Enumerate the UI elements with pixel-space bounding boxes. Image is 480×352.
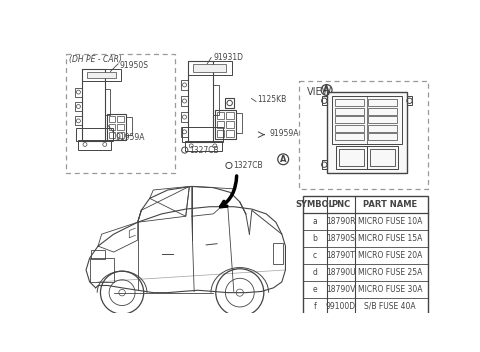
Text: MICRO FUSE 20A: MICRO FUSE 20A bbox=[358, 251, 422, 260]
Bar bbox=[370, 149, 395, 166]
Bar bbox=[90, 258, 114, 282]
Bar bbox=[127, 117, 132, 135]
Text: MICRO FUSE 25A: MICRO FUSE 25A bbox=[358, 268, 422, 277]
Bar bbox=[117, 116, 124, 122]
Bar bbox=[217, 121, 224, 128]
Bar bbox=[181, 112, 188, 122]
Bar bbox=[226, 121, 234, 128]
Bar bbox=[82, 69, 105, 141]
Text: A: A bbox=[280, 155, 287, 164]
Bar bbox=[182, 127, 223, 142]
Text: 18790R: 18790R bbox=[326, 217, 355, 226]
Bar bbox=[87, 72, 116, 78]
Bar bbox=[181, 127, 188, 137]
Text: 91959A: 91959A bbox=[116, 133, 145, 142]
Bar bbox=[105, 89, 110, 115]
Bar bbox=[108, 116, 115, 122]
Bar bbox=[75, 102, 82, 111]
Text: SYMBOL: SYMBOL bbox=[296, 200, 335, 209]
Bar bbox=[226, 112, 234, 119]
Bar bbox=[335, 108, 364, 115]
Bar bbox=[193, 64, 226, 72]
Text: e: e bbox=[312, 285, 317, 294]
Bar bbox=[369, 116, 397, 123]
Bar bbox=[75, 116, 82, 125]
Bar bbox=[214, 85, 219, 115]
Text: VIEW: VIEW bbox=[306, 87, 332, 97]
Bar bbox=[117, 124, 124, 130]
Bar bbox=[107, 114, 127, 140]
Bar bbox=[335, 116, 364, 123]
Bar bbox=[322, 96, 326, 105]
Bar bbox=[215, 110, 237, 139]
Bar bbox=[274, 243, 283, 264]
Bar bbox=[302, 196, 428, 315]
Text: 91950S: 91950S bbox=[119, 62, 148, 70]
Text: 1125KB: 1125KB bbox=[258, 95, 287, 105]
Text: 91959A: 91959A bbox=[269, 128, 299, 138]
Text: 18790T: 18790T bbox=[326, 251, 355, 260]
Text: d: d bbox=[312, 268, 317, 277]
Text: b: b bbox=[312, 234, 317, 243]
Bar bbox=[117, 132, 124, 138]
Text: MICRO FUSE 10A: MICRO FUSE 10A bbox=[358, 217, 422, 226]
Bar bbox=[108, 124, 115, 130]
Bar bbox=[225, 98, 234, 108]
Bar bbox=[66, 54, 175, 173]
Text: (DH PE - CAR): (DH PE - CAR) bbox=[69, 55, 122, 64]
Bar bbox=[82, 69, 121, 81]
Text: MICRO FUSE 30A: MICRO FUSE 30A bbox=[358, 285, 422, 294]
Bar bbox=[181, 96, 188, 106]
Text: 18790S: 18790S bbox=[326, 234, 355, 243]
Bar bbox=[237, 113, 242, 133]
Bar bbox=[369, 133, 397, 140]
Text: 18790U: 18790U bbox=[326, 268, 355, 277]
Text: f: f bbox=[313, 302, 316, 311]
Text: 1327CB: 1327CB bbox=[190, 145, 219, 155]
Bar bbox=[335, 125, 364, 132]
Bar bbox=[108, 132, 115, 138]
Bar bbox=[181, 80, 188, 90]
Text: 1327CB: 1327CB bbox=[234, 161, 263, 170]
Text: c: c bbox=[313, 251, 317, 260]
Text: 91931D: 91931D bbox=[214, 53, 243, 62]
Bar bbox=[75, 88, 82, 97]
Bar bbox=[184, 140, 222, 151]
Bar bbox=[335, 99, 364, 106]
Bar bbox=[369, 108, 397, 115]
Text: PART NAME: PART NAME bbox=[363, 200, 417, 209]
Bar bbox=[336, 146, 367, 169]
Text: PNC: PNC bbox=[331, 200, 350, 209]
Text: S/B FUSE 40A: S/B FUSE 40A bbox=[364, 302, 416, 311]
Bar bbox=[76, 128, 113, 141]
Text: MICRO FUSE 15A: MICRO FUSE 15A bbox=[358, 234, 422, 243]
Bar bbox=[335, 133, 364, 140]
Bar bbox=[367, 146, 398, 169]
Bar bbox=[332, 96, 402, 144]
Bar bbox=[369, 125, 397, 132]
Bar bbox=[369, 99, 397, 106]
Text: 18790V: 18790V bbox=[326, 285, 355, 294]
Bar bbox=[339, 149, 364, 166]
Bar bbox=[188, 62, 214, 142]
Bar bbox=[407, 96, 412, 105]
Bar bbox=[217, 112, 224, 119]
Bar bbox=[188, 62, 232, 75]
Text: A: A bbox=[324, 86, 330, 94]
Bar bbox=[226, 130, 234, 137]
Text: 99100D: 99100D bbox=[325, 302, 356, 311]
Bar bbox=[217, 130, 224, 137]
Text: a: a bbox=[312, 217, 317, 226]
Bar bbox=[299, 81, 428, 189]
Bar bbox=[91, 250, 105, 259]
Bar bbox=[78, 140, 111, 150]
Bar bbox=[322, 160, 326, 169]
Bar bbox=[326, 92, 407, 173]
